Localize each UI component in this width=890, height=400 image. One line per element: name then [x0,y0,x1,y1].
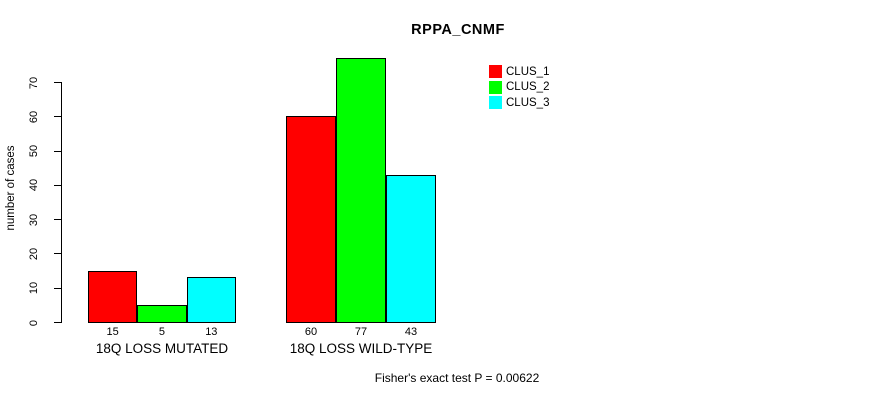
bar [137,304,187,323]
y-tick [54,82,61,83]
chart-title: RPPA_CNMF [411,22,505,38]
bar [386,174,436,323]
y-tick [54,116,61,118]
bar-value-label: 5 [158,326,166,338]
y-axis-label: number of cases [5,145,17,231]
bar-value-label: 13 [205,326,218,338]
bar-value-label: 60 [304,326,318,338]
y-tick-label: 60 [28,110,40,123]
y-tick-label: 30 [28,213,40,226]
bar [286,116,336,323]
y-tick [54,253,61,255]
y-tick-label: 50 [28,144,40,158]
y-tick-label: 0 [28,319,40,326]
bar-value-label: 43 [404,326,418,338]
category-label: 18Q LOSS WILD-TYPE [289,341,433,356]
bar-value-label: 77 [354,326,368,338]
bar [336,58,386,323]
y-tick [54,287,61,289]
bar [186,277,236,323]
y-tick-label: 10 [28,282,40,295]
legend-label: CLUS_1 [506,65,550,78]
legend-swatch [489,65,502,78]
bar [88,270,138,323]
legend-label: CLUS_3 [506,96,550,109]
y-axis-line [61,82,62,323]
y-tick [54,219,61,221]
footer-stat: Fisher's exact test P = 0.00622 [374,371,540,385]
y-tick-label: 40 [28,179,40,192]
y-tick-label: 20 [28,247,40,261]
bar-value-label: 15 [106,326,119,338]
y-tick [54,322,61,323]
legend-swatch [489,96,502,109]
category-label: 18Q LOSS MUTATED [95,341,229,356]
legend-swatch [489,80,502,94]
y-tick [54,184,61,186]
legend-label: CLUS_2 [506,81,550,93]
y-tick-label: 70 [28,76,40,89]
y-tick [54,150,61,152]
